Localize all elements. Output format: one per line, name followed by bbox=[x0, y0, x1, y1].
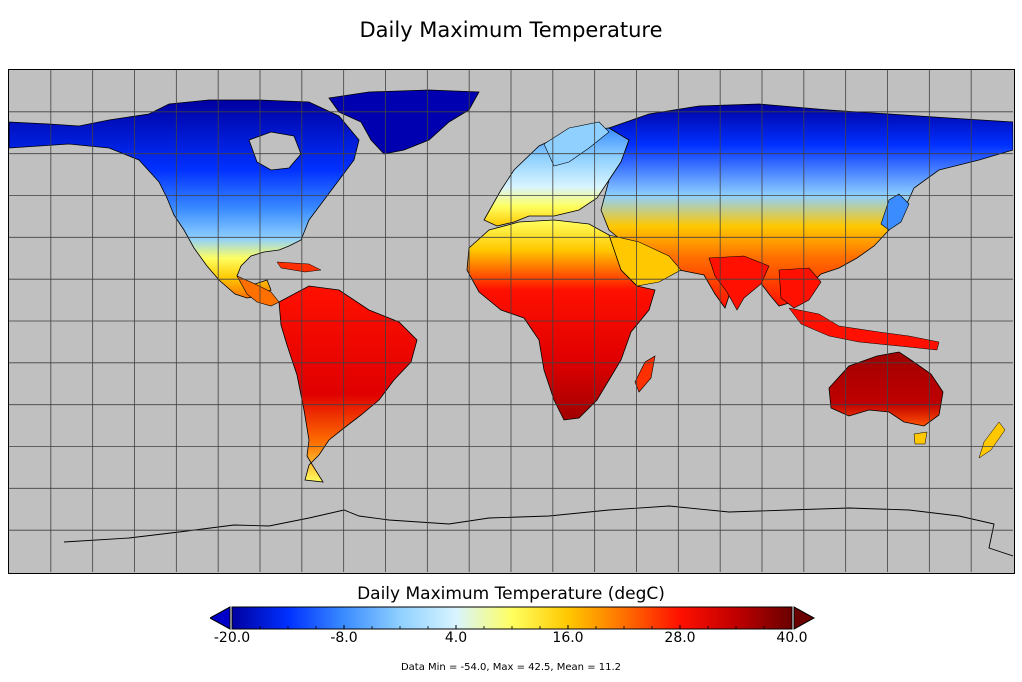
colorbar-tick-labels: -20.0 -8.0 4.0 16.0 28.0 40.0 bbox=[0, 630, 1022, 650]
colorbar-tick-label: 40.0 bbox=[776, 630, 808, 646]
madagascar bbox=[634, 355, 656, 393]
scandinavia bbox=[543, 121, 610, 167]
greenland bbox=[328, 89, 480, 155]
colorbar-canvas bbox=[208, 606, 816, 630]
colorbar-tick-label: 16.0 bbox=[552, 630, 584, 646]
colorbar-title: Daily Maximum Temperature (degC) bbox=[357, 584, 665, 604]
central-america bbox=[236, 275, 280, 307]
map-title: Daily Maximum Temperature bbox=[359, 18, 663, 42]
colorbar-tick-label: -20.0 bbox=[213, 630, 251, 646]
colorbar bbox=[208, 606, 816, 630]
data-statistics: Data Min = -54.0, Max = 42.5, Mean = 11.… bbox=[400, 662, 622, 673]
australia bbox=[828, 351, 944, 427]
colorbar-tick-label: -8.0 bbox=[330, 630, 358, 646]
colorbar-gradient bbox=[231, 606, 793, 630]
graticule bbox=[9, 70, 1013, 572]
colorbar-tick-label: 4.0 bbox=[444, 630, 468, 646]
antarctica-coastline bbox=[63, 505, 1013, 557]
tasmania bbox=[913, 431, 928, 445]
africa bbox=[466, 219, 656, 421]
caribbean bbox=[276, 261, 322, 273]
indonesia bbox=[788, 307, 940, 351]
new-zealand bbox=[978, 421, 1006, 459]
hudson-bay bbox=[248, 131, 302, 171]
south-america bbox=[278, 285, 418, 483]
southeast-asia bbox=[778, 267, 822, 309]
japan bbox=[880, 193, 910, 231]
colorbar-tick-label: 28.0 bbox=[664, 630, 696, 646]
temperature-map bbox=[8, 69, 1015, 574]
colorbar-under-arrow bbox=[208, 606, 231, 630]
colorbar-over-arrow bbox=[793, 606, 816, 630]
map-canvas bbox=[9, 70, 1013, 572]
india bbox=[708, 255, 770, 311]
